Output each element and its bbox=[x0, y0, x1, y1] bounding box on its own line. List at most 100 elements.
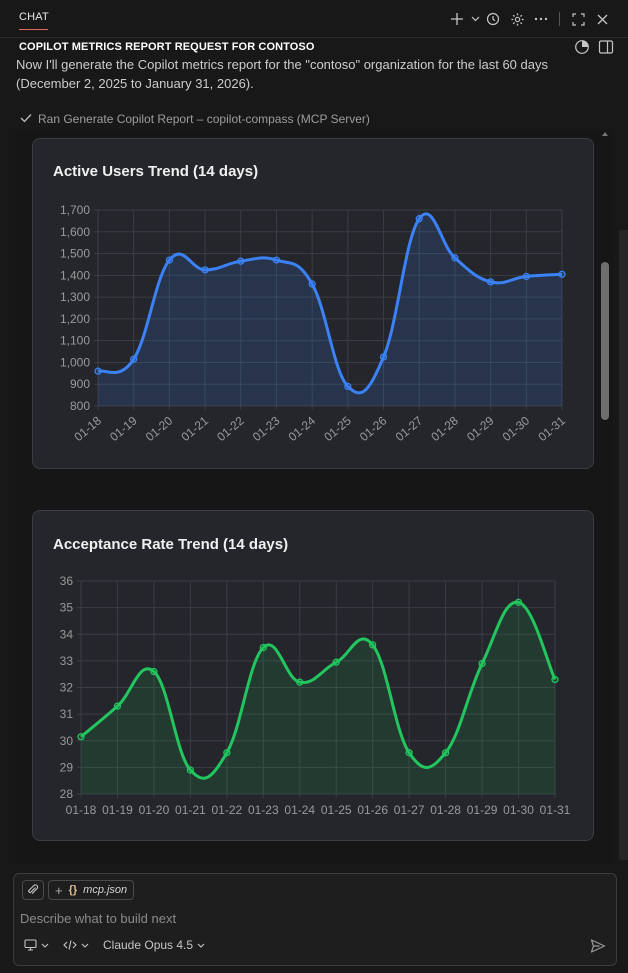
tool-call-text: Ran Generate Copilot Report – copilot-co… bbox=[38, 112, 370, 126]
active-users-chart: 800 900 1,000 1,100 1,200 1,300 1,400 1,500 1,60… bbox=[60, 203, 568, 444]
data-point bbox=[558, 270, 566, 278]
x-tick-label: 01-28 bbox=[428, 413, 461, 444]
x-tick-label: 01-23 bbox=[248, 803, 279, 817]
x-tick-label: 01-24 bbox=[286, 413, 319, 444]
data-point bbox=[296, 678, 304, 686]
chart-title: Active Users Trend (14 days) bbox=[53, 163, 259, 180]
data-point bbox=[113, 702, 122, 710]
y-tick-label: 1,600 bbox=[60, 225, 90, 239]
tab-active-indicator bbox=[19, 29, 48, 30]
x-tick-label: 01-29 bbox=[467, 803, 498, 817]
gear-icon[interactable] bbox=[505, 9, 529, 29]
data-point bbox=[223, 749, 231, 757]
y-tick-label: 1,700 bbox=[60, 203, 90, 217]
y-tick-label: 32 bbox=[60, 681, 74, 695]
context-file-chip[interactable]: + {} mcp.json bbox=[48, 880, 135, 900]
more-icon[interactable] bbox=[529, 9, 553, 29]
data-point bbox=[451, 254, 459, 262]
y-tick-label: 33 bbox=[60, 654, 74, 668]
tab-chat[interactable]: CHAT bbox=[19, 11, 49, 23]
data-point bbox=[514, 598, 523, 606]
y-tick-label: 30 bbox=[60, 734, 74, 748]
add-context-icon[interactable]: + bbox=[55, 882, 63, 898]
data-point bbox=[379, 353, 388, 361]
x-tick-label: 01-30 bbox=[500, 413, 533, 444]
panel-scrollbar-thumb[interactable] bbox=[601, 262, 609, 420]
y-tick-label: 29 bbox=[60, 760, 74, 774]
series-line bbox=[80, 600, 557, 780]
acceptance-rate-chart-card: Acceptance Rate Trend (14 days) 28 29 30 31… bbox=[32, 510, 594, 841]
chat-composer: + {} mcp.json Describe what to build nex… bbox=[13, 873, 617, 966]
data-point bbox=[165, 256, 174, 264]
data-point bbox=[405, 749, 413, 757]
data-point bbox=[308, 280, 316, 288]
agent-mode-picker[interactable] bbox=[24, 939, 49, 951]
x-tick-label: 01-24 bbox=[284, 803, 315, 817]
message-line: (December 2, 2025 to January 31, 2026). bbox=[16, 76, 254, 91]
toggle-sidebar-icon[interactable] bbox=[598, 39, 614, 60]
header-toolbar bbox=[445, 9, 614, 29]
paperclip-icon bbox=[28, 884, 39, 894]
data-point bbox=[201, 266, 209, 274]
data-point bbox=[344, 382, 352, 391]
data-point bbox=[77, 733, 85, 741]
data-point bbox=[186, 766, 195, 774]
json-file-icon: {} bbox=[68, 884, 78, 896]
x-tick-label: 01-19 bbox=[102, 803, 133, 817]
model-picker[interactable]: Claude Opus 4.5 bbox=[103, 938, 205, 952]
data-point bbox=[522, 272, 530, 281]
history-icon[interactable] bbox=[481, 9, 505, 29]
y-tick-label: 1,000 bbox=[60, 355, 90, 369]
x-tick-label: 01-25 bbox=[321, 803, 352, 817]
y-tick-label: 1,100 bbox=[60, 334, 90, 348]
y-tick-label: 35 bbox=[60, 601, 74, 615]
x-tick-label: 01-21 bbox=[175, 803, 206, 817]
chat-scrollbar-track[interactable] bbox=[619, 230, 628, 860]
data-point bbox=[486, 278, 495, 286]
model-name: Claude Opus 4.5 bbox=[103, 938, 194, 952]
plus-icon[interactable] bbox=[445, 9, 469, 29]
x-tick-label: 01-31 bbox=[540, 803, 571, 817]
session-title: COPILOT METRICS REPORT REQUEST FOR CONTO… bbox=[19, 41, 315, 53]
chevron-down-icon bbox=[81, 943, 89, 948]
check-icon bbox=[20, 112, 32, 126]
x-tick-label: 01-30 bbox=[503, 803, 534, 817]
message-line: Now I'll generate the Copilot metrics re… bbox=[16, 57, 548, 72]
usage-pie-icon[interactable] bbox=[574, 39, 590, 60]
chevron-down-icon[interactable] bbox=[469, 9, 481, 29]
y-tick-label: 900 bbox=[70, 377, 90, 391]
y-tick-label: 800 bbox=[70, 399, 90, 413]
data-point bbox=[130, 355, 138, 363]
prompt-input[interactable]: Describe what to build next bbox=[20, 911, 177, 926]
composer-toolbar: Claude Opus 4.5 bbox=[24, 938, 215, 952]
grid bbox=[94, 209, 563, 410]
data-point bbox=[441, 749, 450, 757]
x-tick-label: 01-31 bbox=[535, 413, 568, 444]
send-button[interactable] bbox=[590, 938, 606, 959]
close-icon[interactable] bbox=[590, 9, 614, 29]
x-tick-label: 01-27 bbox=[393, 413, 426, 444]
maximize-icon[interactable] bbox=[566, 9, 590, 29]
y-tick-label: 1,400 bbox=[60, 268, 90, 282]
series-area bbox=[81, 602, 555, 794]
x-tick-label: 01-20 bbox=[139, 803, 170, 817]
data-point bbox=[551, 675, 559, 684]
chat-header: CHAT bbox=[0, 0, 628, 38]
tool-call-status[interactable]: Ran Generate Copilot Report – copilot-co… bbox=[20, 112, 370, 126]
attach-button[interactable] bbox=[22, 880, 44, 900]
acceptance-rate-chart: 28 29 30 31 32 33 34 35 36 01-18 01-19 01-20 01-21 01… bbox=[60, 574, 571, 817]
tools-picker[interactable] bbox=[63, 939, 89, 951]
chart-title: Acceptance Rate Trend (14 days) bbox=[53, 536, 289, 553]
x-tick-label: 01-25 bbox=[321, 413, 354, 444]
scroll-up-arrow-icon[interactable] bbox=[602, 132, 608, 136]
x-tick-label: 01-18 bbox=[66, 803, 97, 817]
y-tick-label: 1,500 bbox=[60, 247, 90, 261]
x-tick-label: 01-20 bbox=[143, 413, 176, 444]
x-tick-label: 01-22 bbox=[214, 413, 247, 444]
data-point bbox=[237, 257, 245, 265]
series-area bbox=[98, 213, 562, 406]
data-point bbox=[332, 658, 340, 666]
x-tick-label: 01-27 bbox=[394, 803, 425, 817]
assistant-message: Now I'll generate the Copilot metrics re… bbox=[16, 55, 616, 93]
y-tick-label: 31 bbox=[60, 707, 74, 721]
